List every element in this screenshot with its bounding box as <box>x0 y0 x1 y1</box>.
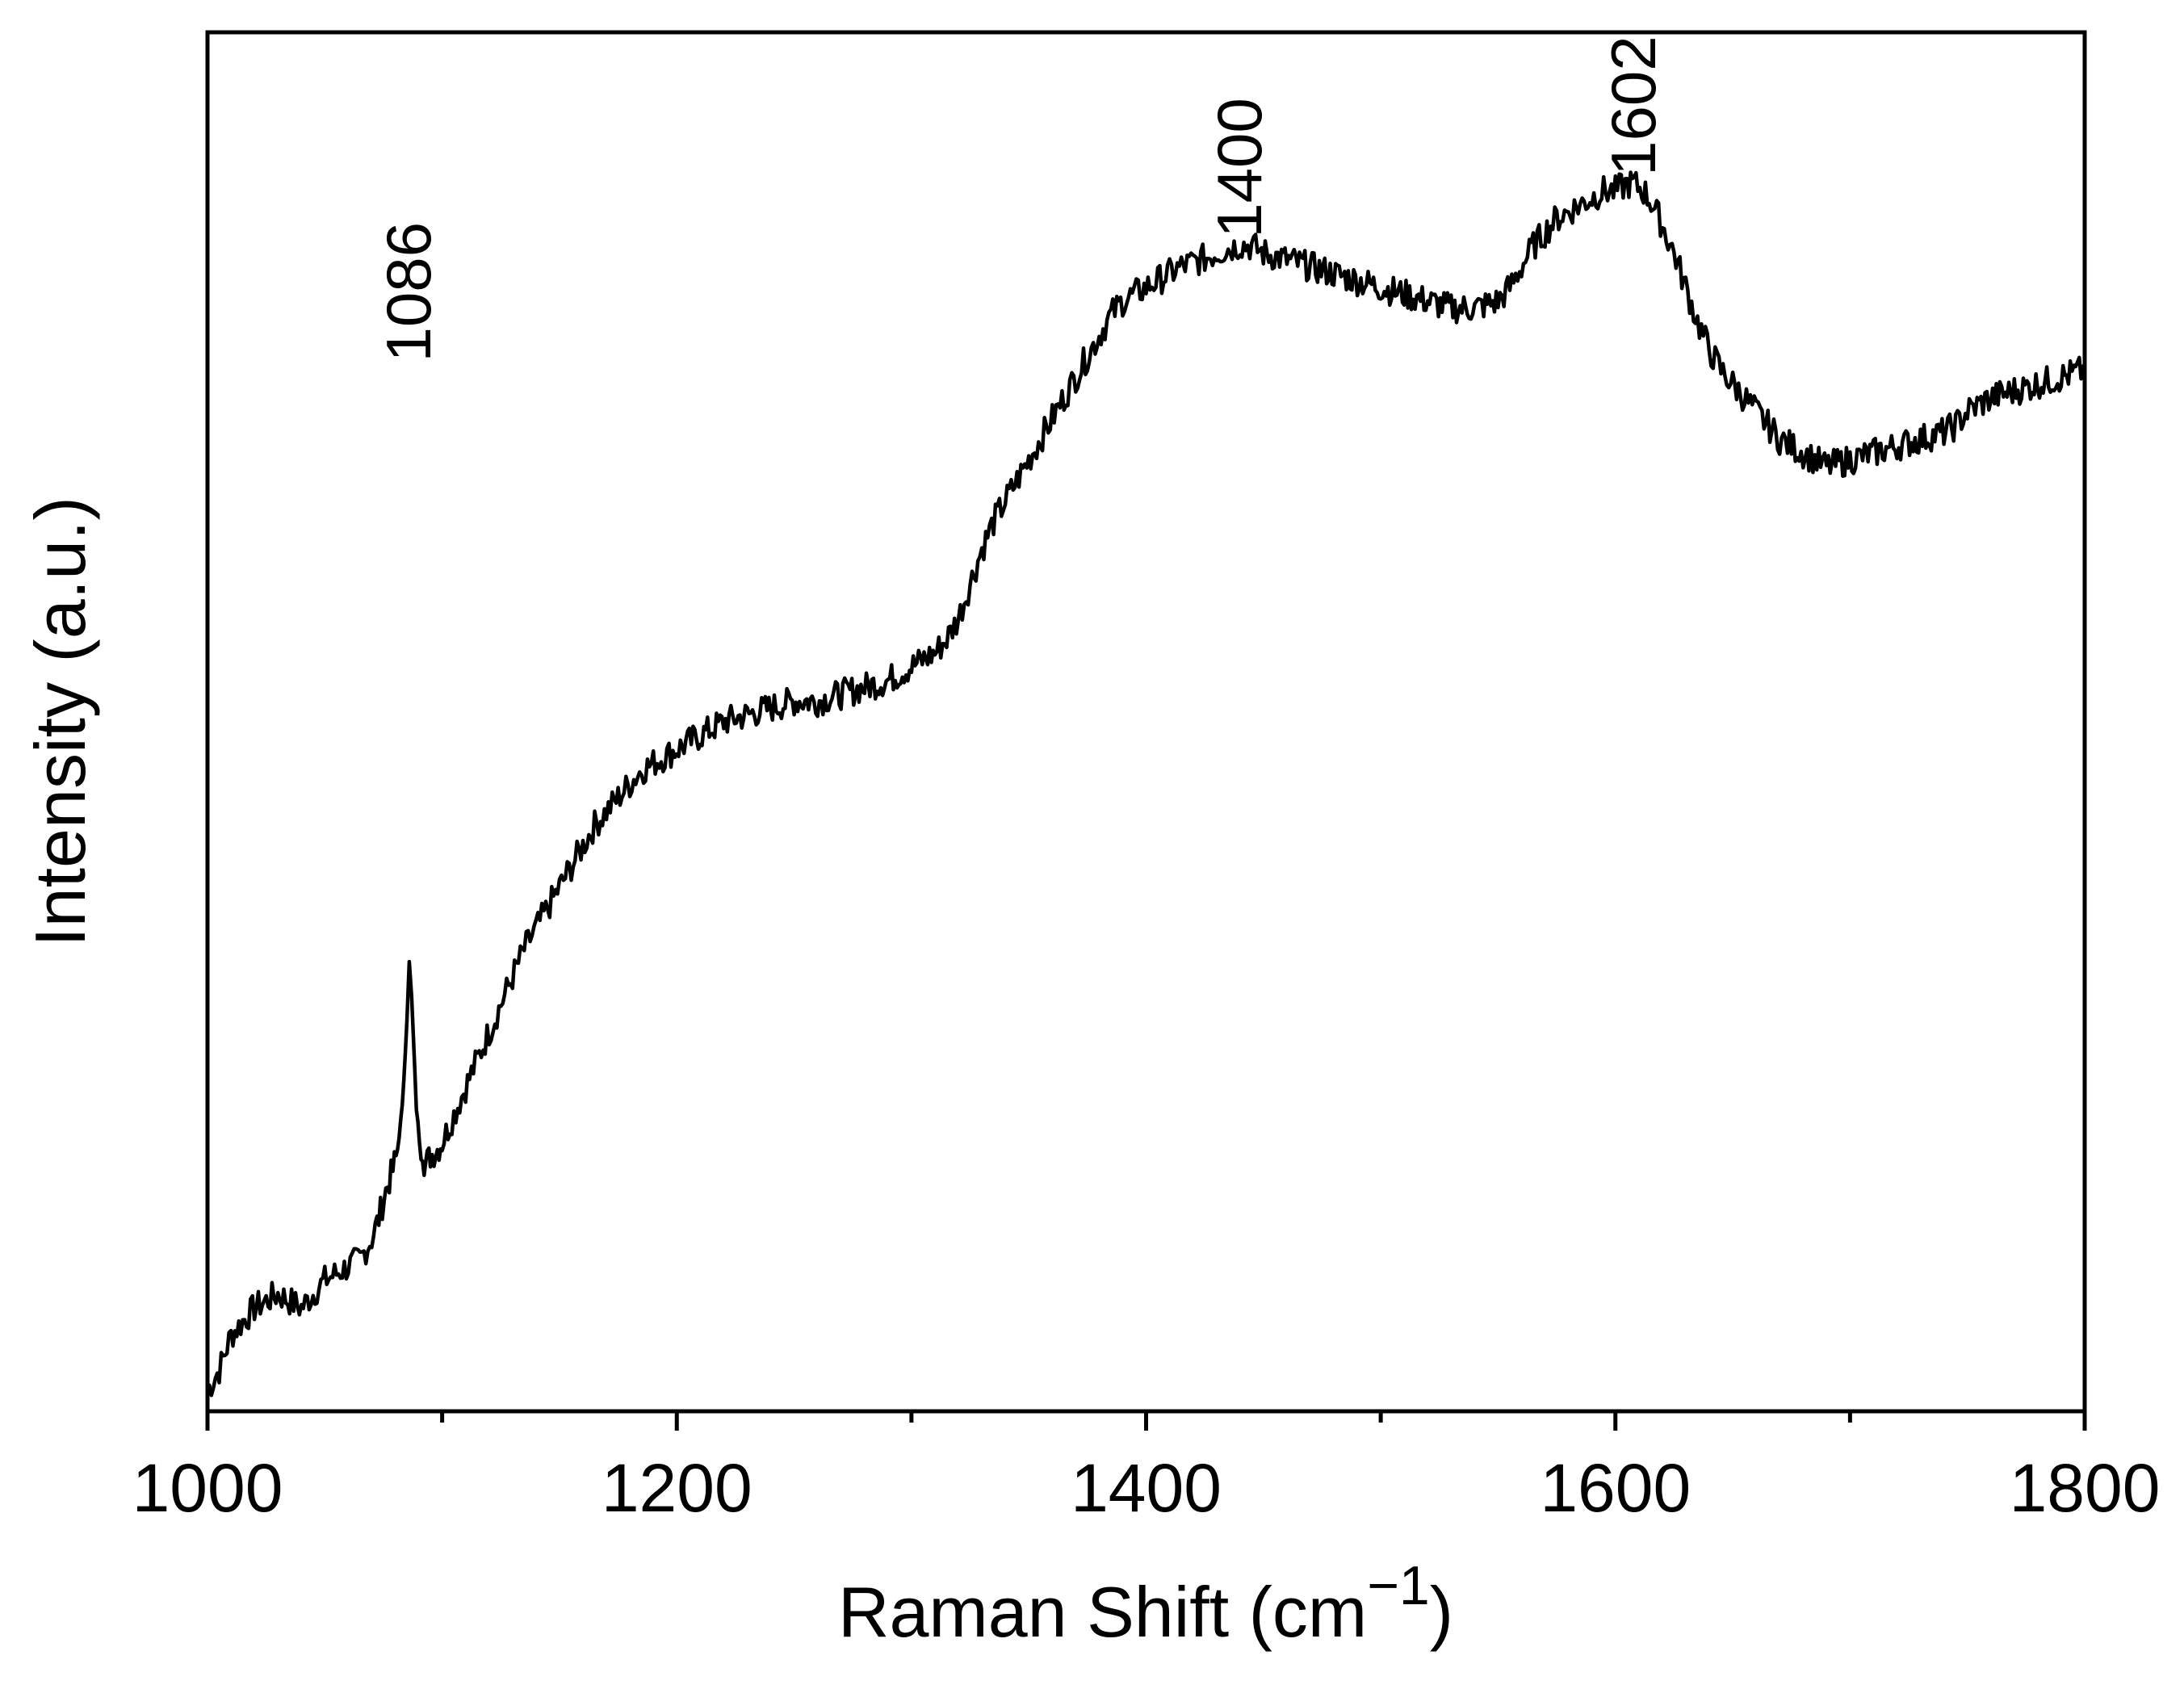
x-axis-title-text: Raman Shift (cm <box>838 1572 1367 1652</box>
x-tick-label: 1400 <box>1071 1450 1222 1526</box>
peak-label-1400: 1400 <box>1204 98 1275 238</box>
x-tick-label: 1800 <box>2010 1450 2161 1526</box>
x-axis-tick-labels: 1000 1200 1400 1600 1800 <box>132 1450 2161 1526</box>
x-axis-title-suffix: ) <box>1430 1572 1453 1652</box>
peak-annotations: 1086 1400 1602 <box>373 36 1669 362</box>
x-tick-label: 1600 <box>1540 1450 1691 1526</box>
plot-frame <box>205 30 2087 1414</box>
x-tick-label: 1000 <box>132 1450 283 1526</box>
x-tick-label: 1200 <box>602 1450 752 1526</box>
peak-label-1602: 1602 <box>1598 36 1669 176</box>
peak-label-1086: 1086 <box>373 222 444 363</box>
series-line <box>205 170 2087 1398</box>
x-axis-ticks <box>205 1411 2087 1431</box>
x-axis-title: Raman Shift (cm−1) <box>838 1555 1453 1652</box>
y-axis-title: Intensity (a.u.) <box>20 497 100 947</box>
x-axis-title-superscript: −1 <box>1367 1555 1430 1616</box>
